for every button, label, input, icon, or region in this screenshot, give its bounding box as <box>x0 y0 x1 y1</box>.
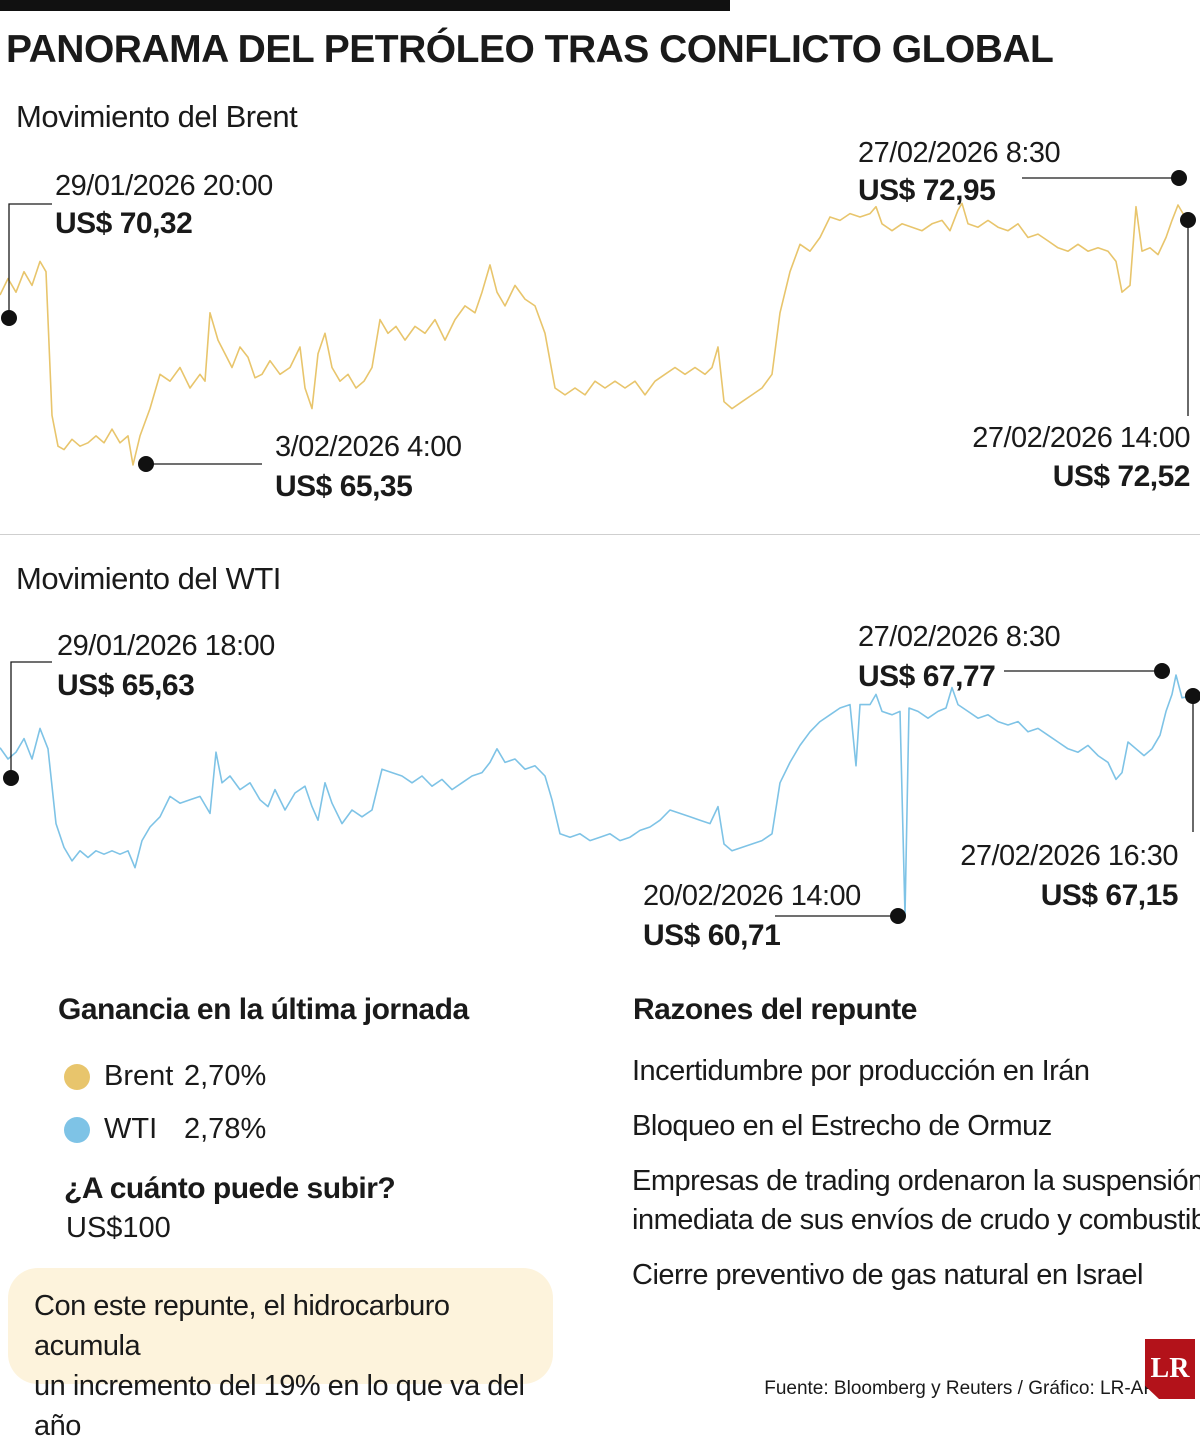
wti-ann-peak-dot <box>1154 663 1170 679</box>
wti-ann-start-value: US$ 65,63 <box>57 669 194 702</box>
reasons-title: Razones del repunte <box>633 993 917 1026</box>
upside-title: ¿A cuánto puede subir? <box>64 1172 396 1205</box>
section-divider <box>0 534 1200 535</box>
wti-ann-last-dot <box>1185 688 1200 704</box>
brent-ann-peak-dot <box>1171 170 1187 186</box>
wti-ann-low-date: 20/02/2026 14:00 <box>643 880 861 912</box>
reason-item: inmediata de sus envíos de crudo y combu… <box>632 1204 1200 1236</box>
lr-logo: LR <box>1145 1339 1195 1399</box>
brent-chart-title: Movimiento del Brent <box>16 99 298 134</box>
brent-ann-start-date: 29/01/2026 20:00 <box>55 170 273 202</box>
wti-ann-last-date: 27/02/2026 16:30 <box>960 840 1178 872</box>
wti-ann-peak-date: 27/02/2026 8:30 <box>858 621 1060 653</box>
brent-ann-start-leader <box>8 203 52 318</box>
brent-ann-start-value: US$ 70,32 <box>55 207 192 240</box>
brent-ann-low-date: 3/02/2026 4:00 <box>275 431 462 463</box>
brent-ann-low-dot <box>138 456 154 472</box>
gains-row-wti: WTI 2,78% <box>64 1113 266 1146</box>
wti-ann-start-dot <box>3 770 19 786</box>
wti-ann-low-value: US$ 60,71 <box>643 919 780 952</box>
brent-ann-last-value: US$ 72,52 <box>1053 460 1190 493</box>
wti-ann-low-dot <box>890 908 906 924</box>
note-line-1: Con este repunte, el hidrocarburo acumul… <box>34 1290 450 1362</box>
brent-legend-dot <box>64 1063 90 1090</box>
wti-chart-title: Movimiento del WTI <box>16 561 281 596</box>
gains-row-brent: Brent 2,70% <box>64 1060 266 1093</box>
brent-ann-low-value: US$ 65,35 <box>275 470 412 503</box>
gains-wti-name: WTI <box>104 1113 158 1145</box>
brent-series-line <box>0 202 1191 466</box>
reason-item: Cierre preventivo de gas natural en Isra… <box>632 1259 1143 1291</box>
gains-wti-value: 2,78% <box>184 1113 267 1145</box>
upside-value: US$100 <box>66 1212 171 1244</box>
gains-brent-value: 2,70% <box>184 1060 267 1092</box>
brent-chart: 29/01/2026 20:00 US$ 70,32 3/02/2026 4:0… <box>0 137 1196 503</box>
reason-item: Incertidumbre por producción en Irán <box>632 1055 1090 1087</box>
brent-ann-last-date: 27/02/2026 14:00 <box>972 422 1190 454</box>
note-line-2: un incremento del 19% en lo que va del a… <box>34 1370 525 1442</box>
brent-ann-last-dot <box>1180 212 1196 228</box>
reason-item: Bloqueo en el Estrecho de Ormuz <box>632 1110 1052 1142</box>
wti-ann-start-date: 29/01/2026 18:00 <box>57 630 275 662</box>
wti-chart: 29/01/2026 18:00 US$ 65,63 20/02/2026 14… <box>0 621 1200 952</box>
wti-ann-peak-value: US$ 67,77 <box>858 660 995 693</box>
wti-ann-last-value: US$ 67,15 <box>1041 879 1178 912</box>
wti-series-line <box>0 674 1191 916</box>
brent-ann-peak-date: 27/02/2026 8:30 <box>858 137 1060 169</box>
note-callout: Con este repunte, el hidrocarburo acumul… <box>8 1268 553 1442</box>
top-bar <box>0 0 730 11</box>
gains-title: Ganancia en la última jornada <box>58 993 469 1026</box>
page-title: PANORAMA DEL PETRÓLEO TRAS CONFLICTO GLO… <box>6 28 1054 71</box>
wti-legend-dot <box>64 1116 90 1143</box>
reason-item: Empresas de trading ordenaron la suspens… <box>632 1165 1200 1197</box>
wti-ann-start-leader <box>10 661 52 778</box>
source-credit: Fuente: Bloomberg y Reuters / Gráfico: L… <box>764 1378 1156 1399</box>
gains-brent-name: Brent <box>104 1060 174 1092</box>
brent-ann-peak-value: US$ 72,95 <box>858 174 995 207</box>
brent-ann-start-dot <box>1 310 17 326</box>
